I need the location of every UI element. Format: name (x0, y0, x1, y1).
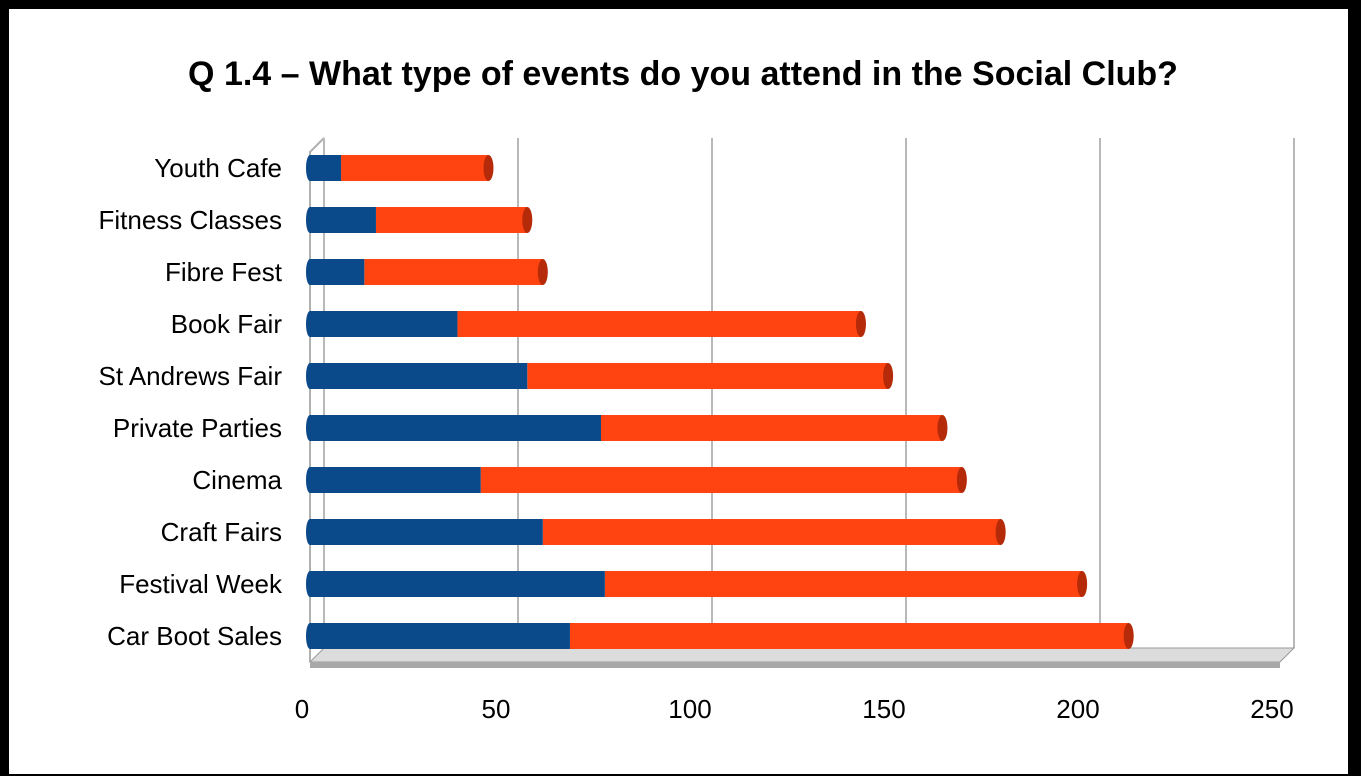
x-tick-label: 0 (295, 694, 309, 724)
chart-title: Q 1.4 – What type of events do you atten… (188, 55, 1178, 93)
bar-start-cap-5 (306, 363, 314, 389)
bar-segment-9-series-2 (604, 571, 1083, 597)
bar-cap-7 (956, 467, 967, 493)
bar-cap-2 (522, 207, 533, 233)
bar-cap-4 (855, 311, 866, 337)
category-label: St Andrews Fair (98, 361, 282, 391)
category-label: Car Boot Sales (107, 621, 282, 651)
bar-segment-3-series-2 (364, 259, 543, 285)
bar-cap-8 (995, 519, 1006, 545)
x-tick-label: 50 (482, 694, 511, 724)
bar-segment-6-series-2 (601, 415, 943, 441)
bar-cap-3 (537, 259, 548, 285)
bar-start-cap-6 (306, 415, 314, 441)
bar-start-cap-1 (306, 155, 314, 181)
bar-cap-5 (883, 363, 894, 389)
bar-segment-10-series-1 (310, 623, 570, 649)
bar-segment-7-series-2 (480, 467, 962, 493)
bar-segment-6-series-1 (310, 415, 601, 441)
x-tick-label: 100 (668, 694, 711, 724)
bar-cap-10 (1123, 623, 1134, 649)
bar-start-cap-2 (306, 207, 314, 233)
bar-start-cap-4 (306, 311, 314, 337)
x-tick-label: 250 (1250, 694, 1293, 724)
bar-segment-10-series-2 (569, 623, 1129, 649)
bar-segment-1-series-2 (341, 155, 489, 181)
bar-segment-4-series-2 (457, 311, 861, 337)
bar-cap-6 (937, 415, 948, 441)
bar-segment-2-series-1 (310, 207, 376, 233)
bar-start-cap-3 (306, 259, 314, 285)
bar-cap-9 (1077, 571, 1088, 597)
category-label: Cinema (192, 465, 282, 495)
bar-start-cap-8 (306, 519, 314, 545)
x-tick-label: 150 (862, 694, 905, 724)
chart-floor-edge (310, 662, 1280, 668)
plot-area: Youth Cafe Fitness Classes Fibre Fest Book … (98, 137, 1296, 724)
bar-start-cap-10 (306, 623, 314, 649)
category-label: Fibre Fest (165, 257, 283, 287)
bar-segment-4-series-1 (310, 311, 458, 337)
chart-floor (308, 647, 1296, 663)
category-label: Fitness Classes (99, 205, 283, 235)
bar-segment-1-series-1 (310, 155, 342, 181)
bar-start-cap-9 (306, 571, 314, 597)
bar-segment-5-series-2 (527, 363, 889, 389)
bar-segment-8-series-2 (542, 519, 1001, 545)
x-tick-label: 200 (1056, 694, 1099, 724)
category-label: Youth Cafe (154, 153, 282, 183)
bar-segment-3-series-1 (310, 259, 365, 285)
bar-segment-2-series-2 (375, 207, 528, 233)
category-label: Festival Week (119, 569, 283, 599)
bar-start-cap-7 (306, 467, 314, 493)
category-label: Craft Fairs (161, 517, 282, 547)
bar-cap-1 (483, 155, 494, 181)
bar-segment-9-series-1 (310, 571, 605, 597)
bar-segment-5-series-1 (310, 363, 528, 389)
category-label: Private Parties (113, 413, 282, 443)
category-label: Book Fair (171, 309, 283, 339)
bar-segment-8-series-1 (310, 519, 543, 545)
bar-segment-7-series-1 (310, 467, 481, 493)
